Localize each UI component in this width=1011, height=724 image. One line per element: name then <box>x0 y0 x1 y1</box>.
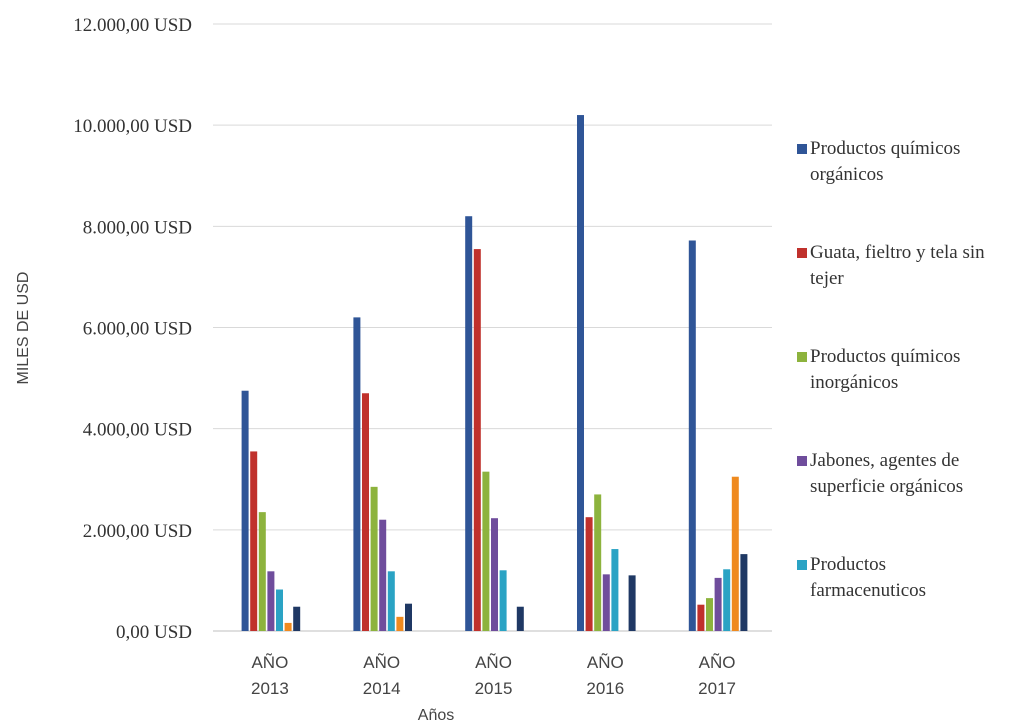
bar <box>697 604 705 631</box>
gridlines <box>213 23 772 632</box>
legend-swatch <box>797 352 807 362</box>
legend-swatch <box>797 144 807 154</box>
x-tick-label: 2016 <box>586 679 624 698</box>
legend-item: Productos químicos orgánicos <box>797 136 1011 240</box>
bar <box>267 571 275 631</box>
bars <box>241 115 748 632</box>
y-tick-label: 6.000,00 USD <box>83 319 192 340</box>
bar <box>611 549 619 631</box>
bar <box>723 569 731 631</box>
x-tick-label: AÑO <box>251 653 288 672</box>
y-tick-label: 10.000,00 USD <box>73 116 192 137</box>
y-tick-label: 12.000,00 USD <box>73 15 192 36</box>
bar <box>688 240 696 631</box>
bar <box>585 517 593 631</box>
bar <box>602 574 610 631</box>
x-tick-label: 2013 <box>251 679 289 698</box>
legend-swatch <box>797 560 807 570</box>
bar <box>577 115 584 632</box>
bar <box>284 622 292 631</box>
x-axis-title: Años <box>418 707 454 724</box>
x-tick-label: AÑO <box>475 653 512 672</box>
bar <box>258 512 266 631</box>
bar <box>370 486 378 631</box>
bar <box>250 451 258 631</box>
y-axis-ticks: 0,00 USD 2.000,00 USD 4.000,00 USD 6.000,00… <box>73 15 192 643</box>
bar <box>276 589 283 631</box>
bar <box>499 570 507 631</box>
bar <box>482 471 490 631</box>
y-tick-label: 4.000,00 USD <box>83 420 192 441</box>
bar <box>405 603 412 631</box>
bar <box>731 476 739 631</box>
bar <box>362 393 369 631</box>
legend-label: Productos químicos inorgánicos <box>810 346 961 393</box>
bar <box>740 554 748 631</box>
bar <box>241 390 249 631</box>
bar <box>387 571 395 631</box>
bar <box>353 317 361 631</box>
legend-item: Productos farmacenuticos <box>797 552 1011 656</box>
y-axis-title: MILES DE USD <box>15 272 32 385</box>
y-tick-label: 2.000,00 USD <box>83 521 192 542</box>
bar <box>293 606 301 631</box>
x-tick-label: AÑO <box>363 653 400 672</box>
bar <box>706 598 713 631</box>
bar <box>473 249 481 632</box>
legend-swatch <box>797 456 807 466</box>
bar <box>714 577 722 631</box>
legend-label: Productos químicos orgánicos <box>810 138 961 185</box>
bar <box>379 519 387 631</box>
x-tick-label: AÑO <box>587 653 624 672</box>
x-tick-label: 2014 <box>363 679 401 698</box>
x-tick-label: 2015 <box>475 679 513 698</box>
bar <box>594 494 602 631</box>
x-tick-label: AÑO <box>699 653 736 672</box>
legend-item: Jabones, agentes de superficie orgánicos <box>797 448 1011 552</box>
legend-label: Guata, fieltro y tela sin tejer <box>810 242 985 289</box>
y-tick-label: 0,00 USD <box>116 622 192 643</box>
bar <box>628 575 636 631</box>
legend-swatch <box>797 248 807 258</box>
bar <box>396 616 404 631</box>
x-axis-categories: AÑO 2013 AÑO 2014 AÑO 2015 AÑO 2016 AÑO 2017 <box>251 653 736 698</box>
legend-item: Guata, fieltro y tela sin tejer <box>797 240 1011 344</box>
legend-item: Productos químicos inorgánicos <box>797 344 1011 448</box>
bar <box>491 518 498 631</box>
bar <box>516 606 524 631</box>
legend-label: Jabones, agentes de superficie orgánicos <box>810 450 964 497</box>
bar <box>465 216 473 631</box>
y-tick-label: 8.000,00 USD <box>83 217 192 238</box>
legend: Productos químicos orgánicos Guata, fielt… <box>797 136 1011 656</box>
x-tick-label: 2017 <box>698 679 736 698</box>
legend-label: Productos farmacenuticos <box>810 554 927 601</box>
